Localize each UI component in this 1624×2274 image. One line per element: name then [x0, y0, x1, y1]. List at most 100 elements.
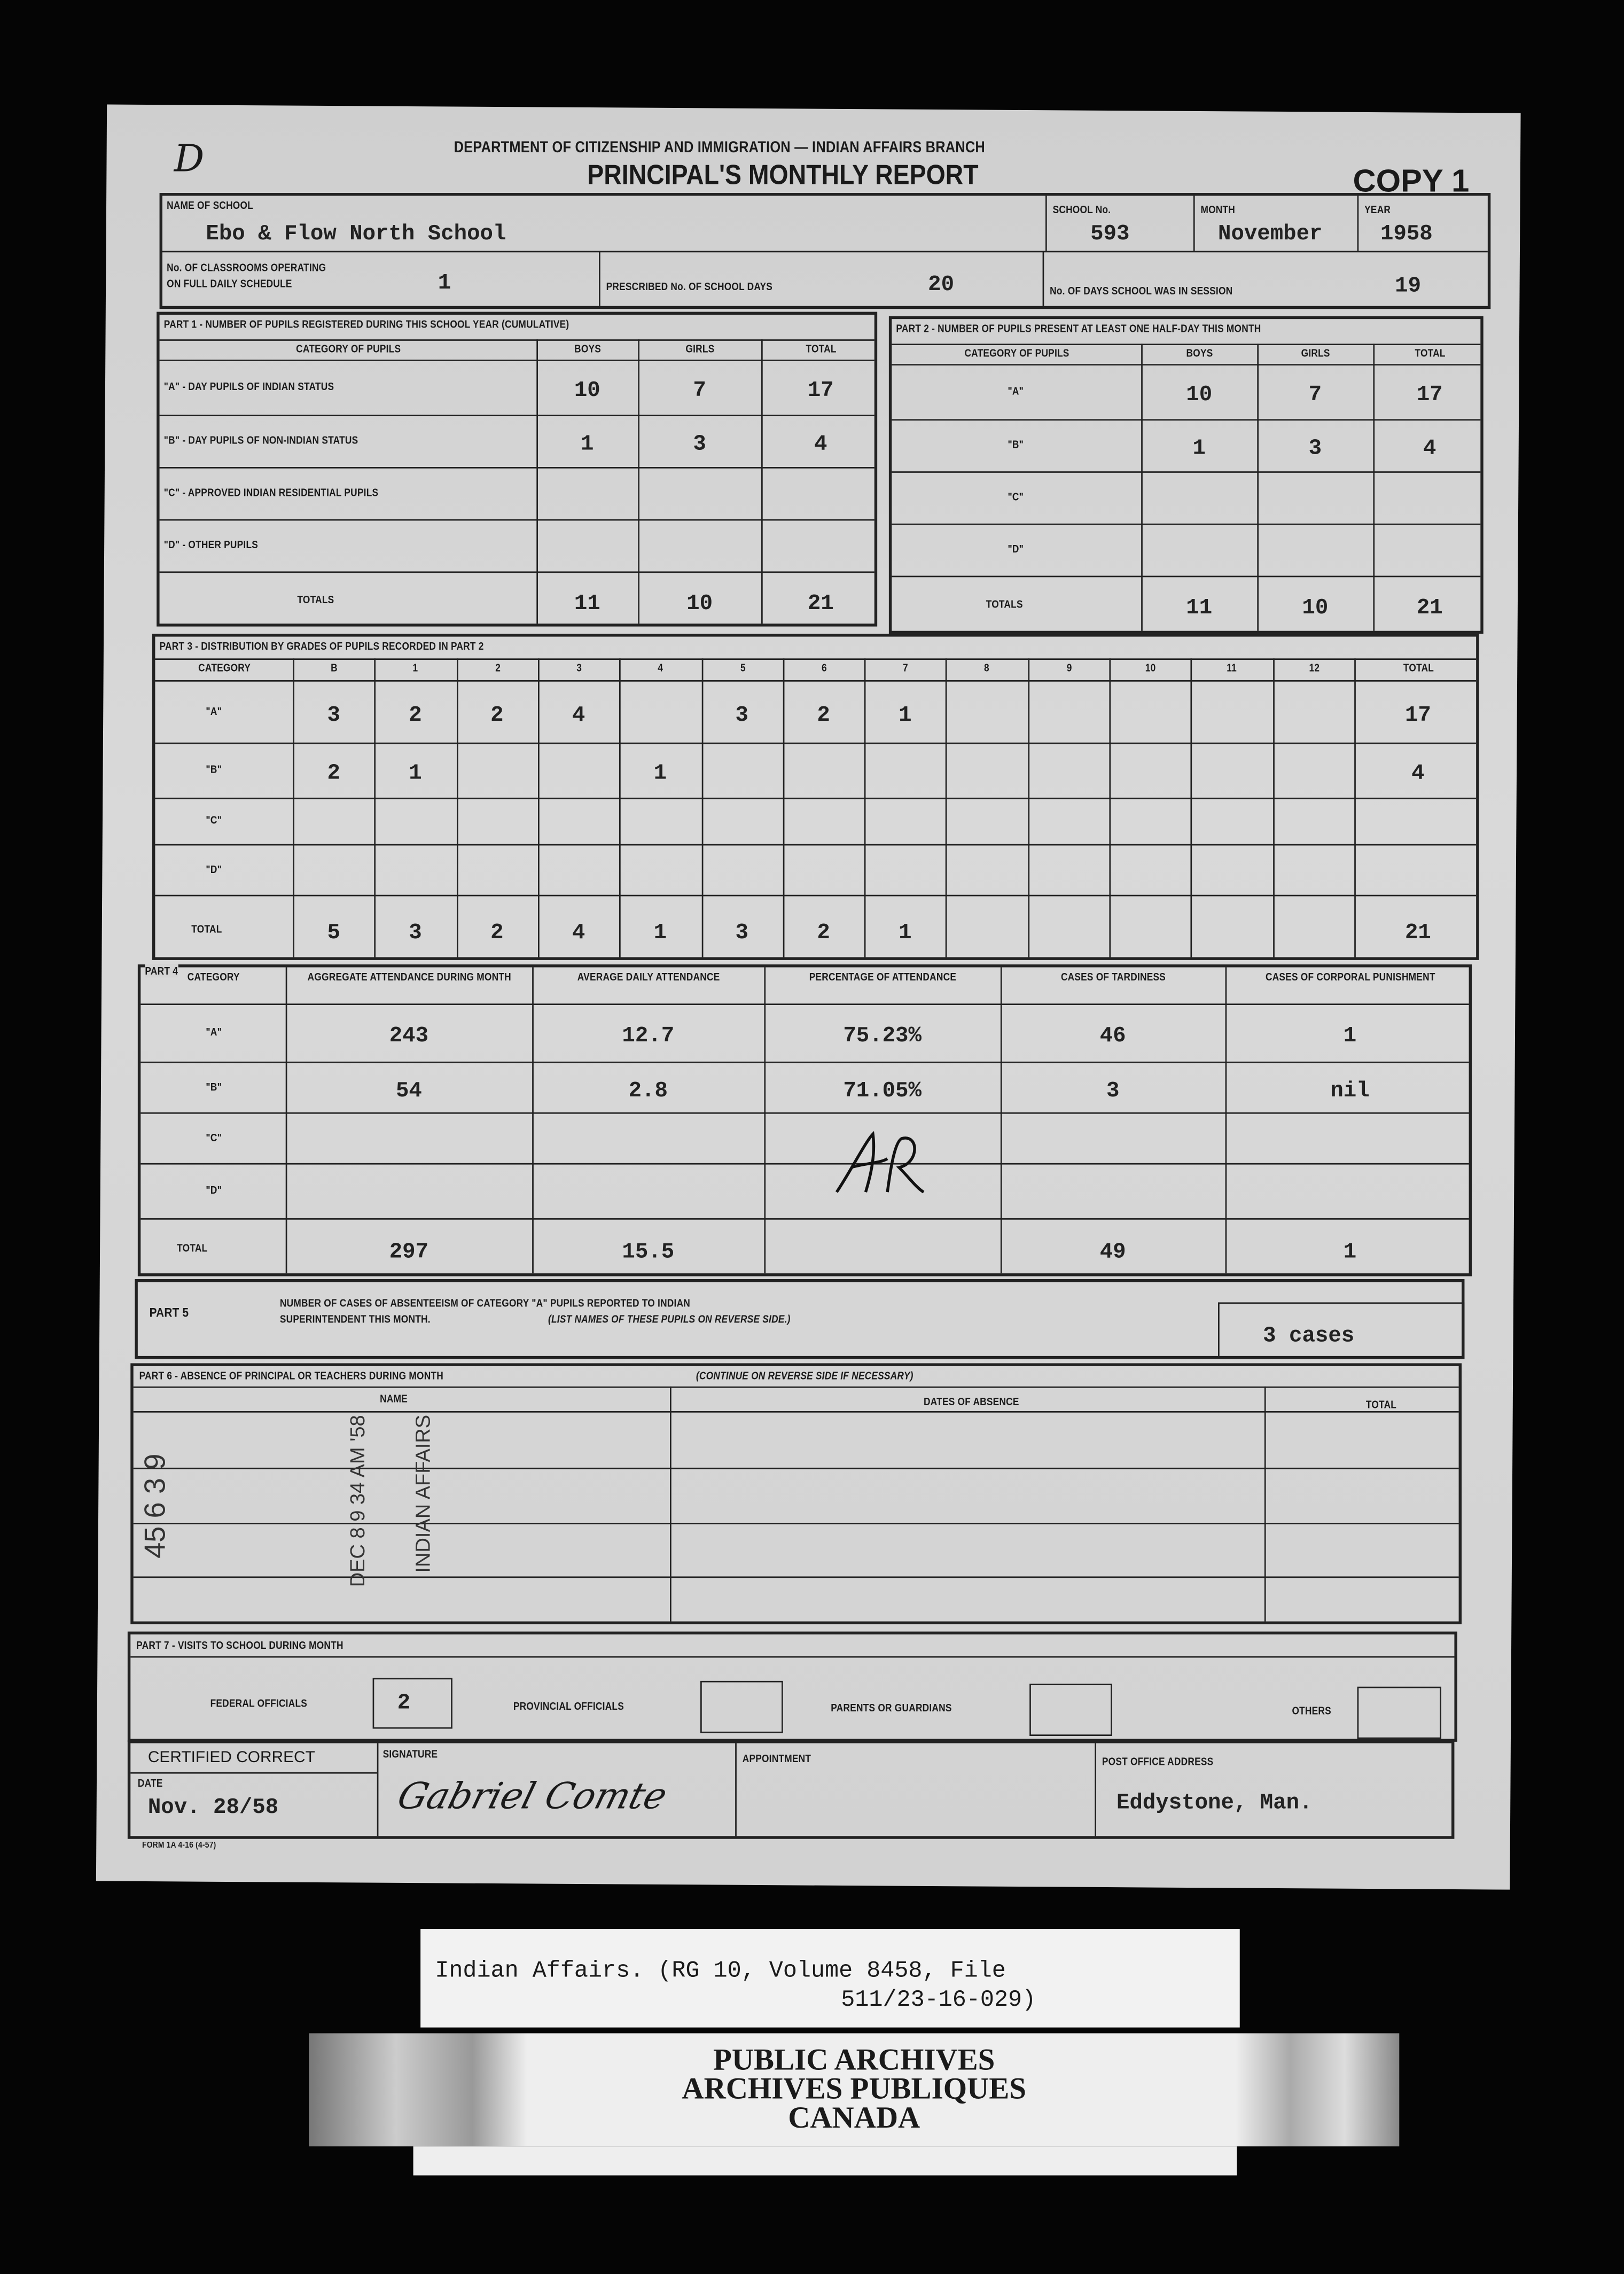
column-header: CASES OF TARDINESS [1060, 970, 1166, 984]
row-label: TOTALS [297, 593, 334, 606]
column-header: 6 [821, 661, 827, 675]
column-header: BOYS [1186, 346, 1213, 360]
column-divider [1027, 658, 1029, 957]
row-divider [140, 1061, 1469, 1063]
column-header: 11 [1227, 661, 1237, 675]
table-cell: 21 [1416, 596, 1443, 621]
absentee-cases: 3 cases [1263, 1324, 1355, 1349]
table-cell: 49 [1099, 1240, 1126, 1265]
table-cell: 10 [1186, 383, 1213, 408]
table-cell: 21 [1404, 920, 1431, 945]
certified-label: CERTIFIED CORRECT [147, 1749, 315, 1767]
row-divider [155, 797, 1477, 799]
column-divider [293, 658, 295, 957]
row-divider [892, 523, 1481, 525]
row-label: "C" [206, 1130, 222, 1144]
absentee-cases-box: 3 cases [1218, 1302, 1465, 1359]
table-cell: 46 [1099, 1024, 1126, 1049]
row-divider [892, 419, 1481, 421]
column-divider [638, 339, 640, 624]
column-header: 5 [739, 661, 745, 675]
row-label: "A" [1008, 384, 1024, 398]
divider [140, 1003, 1469, 1006]
table-cell: 3 [1106, 1078, 1120, 1103]
part7-box: PART 7 - VISITS TO SCHOOL DURING MONTH F… [127, 1631, 1457, 1742]
column-divider [761, 339, 763, 624]
part6-table: PART 6 - ABSENCE OF PRINCIPAL OR TEACHER… [130, 1363, 1462, 1625]
principal-signature: Gabriel Comte [393, 1775, 672, 1818]
column-header: 10 [1145, 661, 1156, 675]
row-divider [159, 571, 875, 573]
prescribed-days: 20 [928, 272, 955, 298]
year-label: YEAR [1364, 203, 1391, 216]
table-cell: 71.05% [843, 1078, 922, 1103]
table-cell: 3 [327, 703, 340, 728]
table-cell: 1 [653, 761, 667, 786]
table-cell: 243 [389, 1024, 429, 1049]
column-divider [285, 967, 287, 1274]
table-cell: 2 [409, 703, 422, 728]
table-cell: 7 [1308, 383, 1322, 408]
column-divider [1141, 344, 1143, 631]
table-cell: 21 [807, 591, 834, 617]
table-cell: 75.23% [843, 1024, 922, 1049]
part2-title: PART 2 - NUMBER OF PUPILS PRESENT AT LEA… [896, 322, 1261, 336]
column-divider [1000, 967, 1002, 1274]
table-cell: 10 [686, 591, 713, 617]
table-cell: 10 [1302, 596, 1329, 621]
table-cell: 2.8 [628, 1078, 668, 1103]
table-cell: 1 [1343, 1240, 1357, 1265]
column-divider [701, 658, 703, 957]
part6-title: PART 6 - ABSENCE OF PRINCIPAL OR TEACHER… [139, 1369, 444, 1382]
certified-date: Nov. 28/58 [147, 1795, 279, 1820]
received-stamp-number: 45 6 3 9 [140, 1453, 173, 1559]
table-cell: 2 [490, 920, 504, 945]
row-divider [159, 467, 875, 469]
row-divider [892, 575, 1481, 578]
table-cell: 3 [1308, 437, 1322, 462]
column-header: 12 [1308, 661, 1320, 675]
session-days-label: No. OF DAYS SCHOOL WAS IN SESSION [1050, 284, 1233, 298]
row-label: TOTALS [986, 597, 1023, 611]
column-header: GIRLS [685, 342, 715, 356]
total-header: TOTAL [1365, 1398, 1397, 1412]
row-label: TOTAL [191, 921, 222, 935]
part5-note: (LIST NAMES OF THESE PUPILS ON REVERSE S… [548, 1312, 791, 1326]
row-label: "A" [206, 704, 222, 718]
column-header: AVERAGE DAILY ATTENDANCE [577, 970, 720, 984]
table-cell: 7 [693, 378, 706, 403]
part3-table: PART 3 - DISTRIBUTION BY GRADES OF PUPIL… [152, 634, 1479, 960]
part7-title: PART 7 - VISITS TO SCHOOL DURING MONTH [136, 1639, 343, 1652]
row-label: "C" [1008, 490, 1024, 503]
archives-stamp-strip: PUBLIC ARCHIVES ARCHIVES PUBLIQUES CANAD… [309, 2033, 1400, 2147]
received-stamp-date: DEC 8 9 34 AM '58 [345, 1415, 369, 1587]
divider [159, 339, 875, 341]
federal-officials-count: 2 [397, 1691, 411, 1716]
column-header: TOTAL [1403, 661, 1434, 675]
table-cell: 1 [581, 432, 594, 457]
classrooms-count: 1 [438, 271, 451, 296]
column-divider [764, 967, 766, 1274]
table-cell: 2 [327, 761, 340, 786]
column-header: TOTAL [1415, 346, 1446, 360]
column-header: 7 [903, 661, 909, 675]
column-divider [1109, 658, 1111, 957]
column-header: B [331, 661, 338, 675]
table-cell: 4 [814, 432, 827, 457]
column-divider [537, 658, 540, 957]
table-cell: 2 [817, 920, 830, 945]
row-label: "B" [206, 762, 222, 776]
archive-reference-line-2: 511/23-16-029) [841, 1987, 1036, 2013]
column-header: 3 [576, 661, 582, 675]
handwritten-mark: D [174, 137, 205, 182]
table-cell: 11 [574, 591, 600, 617]
part5-text-2: SUPERINTENDENT THIS MONTH. [279, 1312, 431, 1326]
table-cell: 1 [409, 761, 422, 786]
table-cell: nil [1330, 1078, 1370, 1103]
part3-title: PART 3 - DISTRIBUTION BY GRADES OF PUPIL… [159, 640, 484, 653]
row-label: "A" [206, 1025, 222, 1039]
column-header: 8 [985, 661, 990, 675]
row-label: "B" [206, 1079, 222, 1093]
